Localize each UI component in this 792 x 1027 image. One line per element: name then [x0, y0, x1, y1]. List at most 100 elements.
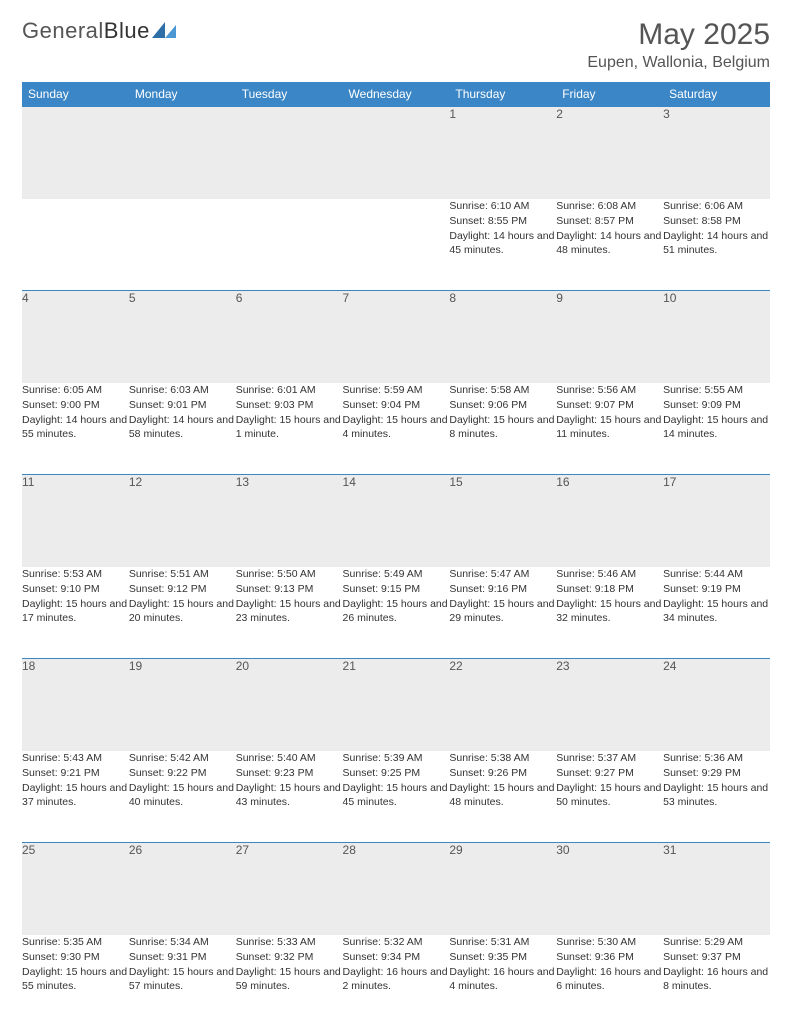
day-number-row: 18192021222324 — [22, 659, 770, 751]
calendar-body: 123Sunrise: 6:10 AMSunset: 8:55 PMDaylig… — [22, 107, 770, 1027]
sunset-text: Sunset: 9:19 PM — [663, 582, 770, 596]
sunset-text: Sunset: 9:36 PM — [556, 950, 663, 964]
day-content-cell: Sunrise: 6:03 AMSunset: 9:01 PMDaylight:… — [129, 383, 236, 475]
sunrise-text: Sunrise: 5:59 AM — [343, 383, 450, 397]
sunrise-text: Sunrise: 5:40 AM — [236, 751, 343, 765]
day-content-cell: Sunrise: 5:56 AMSunset: 9:07 PMDaylight:… — [556, 383, 663, 475]
day-content-row: Sunrise: 5:53 AMSunset: 9:10 PMDaylight:… — [22, 567, 770, 659]
sunrise-text: Sunrise: 5:35 AM — [22, 935, 129, 949]
daylight-text: Daylight: 15 hours and 34 minutes. — [663, 597, 770, 625]
weekday-header: Sunday — [22, 82, 129, 107]
day-content-cell: Sunrise: 5:34 AMSunset: 9:31 PMDaylight:… — [129, 935, 236, 1027]
weekday-header: Tuesday — [236, 82, 343, 107]
day-number-cell: 3 — [663, 107, 770, 199]
day-content-cell: Sunrise: 6:05 AMSunset: 9:00 PMDaylight:… — [22, 383, 129, 475]
sunrise-text: Sunrise: 5:55 AM — [663, 383, 770, 397]
sunrise-text: Sunrise: 5:31 AM — [449, 935, 556, 949]
header: GeneralBlue May 2025 Eupen, Wallonia, Be… — [22, 18, 770, 72]
sunset-text: Sunset: 9:21 PM — [22, 766, 129, 780]
sunset-text: Sunset: 8:55 PM — [449, 214, 556, 228]
day-number-cell: 23 — [556, 659, 663, 751]
day-number-cell: 29 — [449, 843, 556, 935]
sunrise-text: Sunrise: 6:08 AM — [556, 199, 663, 213]
daylight-text: Daylight: 15 hours and 50 minutes. — [556, 781, 663, 809]
day-content-cell — [129, 199, 236, 291]
logo-text: GeneralBlue — [22, 18, 150, 44]
title-block: May 2025 Eupen, Wallonia, Belgium — [587, 18, 770, 72]
sunrise-text: Sunrise: 5:42 AM — [129, 751, 236, 765]
day-content-row: Sunrise: 5:35 AMSunset: 9:30 PMDaylight:… — [22, 935, 770, 1027]
day-content-cell: Sunrise: 5:58 AMSunset: 9:06 PMDaylight:… — [449, 383, 556, 475]
sunset-text: Sunset: 9:29 PM — [663, 766, 770, 780]
day-number-cell: 2 — [556, 107, 663, 199]
sunset-text: Sunset: 9:35 PM — [449, 950, 556, 964]
day-number-cell: 14 — [343, 475, 450, 567]
day-number-cell: 16 — [556, 475, 663, 567]
weekday-header: Saturday — [663, 82, 770, 107]
day-number-cell: 6 — [236, 291, 343, 383]
daylight-text: Daylight: 15 hours and 53 minutes. — [663, 781, 770, 809]
day-number-cell: 9 — [556, 291, 663, 383]
day-number-cell: 26 — [129, 843, 236, 935]
day-number-row: 45678910 — [22, 291, 770, 383]
day-number-cell: 22 — [449, 659, 556, 751]
day-content-cell: Sunrise: 5:37 AMSunset: 9:27 PMDaylight:… — [556, 751, 663, 843]
day-content-cell: Sunrise: 5:47 AMSunset: 9:16 PMDaylight:… — [449, 567, 556, 659]
logo-mark-icon — [152, 20, 178, 43]
sunrise-text: Sunrise: 6:03 AM — [129, 383, 236, 397]
sunrise-text: Sunrise: 5:51 AM — [129, 567, 236, 581]
daylight-text: Daylight: 15 hours and 37 minutes. — [22, 781, 129, 809]
sunrise-text: Sunrise: 5:29 AM — [663, 935, 770, 949]
day-content-cell: Sunrise: 5:50 AMSunset: 9:13 PMDaylight:… — [236, 567, 343, 659]
day-content-cell: Sunrise: 5:55 AMSunset: 9:09 PMDaylight:… — [663, 383, 770, 475]
daylight-text: Daylight: 15 hours and 40 minutes. — [129, 781, 236, 809]
day-content-cell: Sunrise: 5:36 AMSunset: 9:29 PMDaylight:… — [663, 751, 770, 843]
sunset-text: Sunset: 9:10 PM — [22, 582, 129, 596]
day-number-cell: 20 — [236, 659, 343, 751]
day-content-cell — [236, 199, 343, 291]
daylight-text: Daylight: 15 hours and 14 minutes. — [663, 413, 770, 441]
day-number-cell: 8 — [449, 291, 556, 383]
day-number-cell — [343, 107, 450, 199]
daylight-text: Daylight: 15 hours and 57 minutes. — [129, 965, 236, 993]
day-number-cell: 30 — [556, 843, 663, 935]
sunrise-text: Sunrise: 5:32 AM — [343, 935, 450, 949]
daylight-text: Daylight: 15 hours and 29 minutes. — [449, 597, 556, 625]
weekday-header: Monday — [129, 82, 236, 107]
weekday-header: Wednesday — [343, 82, 450, 107]
day-number-cell — [236, 107, 343, 199]
day-number-cell: 13 — [236, 475, 343, 567]
daylight-text: Daylight: 15 hours and 43 minutes. — [236, 781, 343, 809]
daylight-text: Daylight: 15 hours and 17 minutes. — [22, 597, 129, 625]
day-number-cell: 17 — [663, 475, 770, 567]
weekday-header: Thursday — [449, 82, 556, 107]
daylight-text: Daylight: 16 hours and 8 minutes. — [663, 965, 770, 993]
day-number-cell: 12 — [129, 475, 236, 567]
day-number-row: 123 — [22, 107, 770, 199]
day-content-row: Sunrise: 6:10 AMSunset: 8:55 PMDaylight:… — [22, 199, 770, 291]
daylight-text: Daylight: 16 hours and 4 minutes. — [449, 965, 556, 993]
sunset-text: Sunset: 8:58 PM — [663, 214, 770, 228]
weekday-header-row: SundayMondayTuesdayWednesdayThursdayFrid… — [22, 82, 770, 107]
day-content-cell: Sunrise: 5:59 AMSunset: 9:04 PMDaylight:… — [343, 383, 450, 475]
sunset-text: Sunset: 9:34 PM — [343, 950, 450, 964]
daylight-text: Daylight: 15 hours and 48 minutes. — [449, 781, 556, 809]
sunset-text: Sunset: 9:16 PM — [449, 582, 556, 596]
sunrise-text: Sunrise: 5:36 AM — [663, 751, 770, 765]
sunrise-text: Sunrise: 5:53 AM — [22, 567, 129, 581]
day-content-cell: Sunrise: 5:33 AMSunset: 9:32 PMDaylight:… — [236, 935, 343, 1027]
day-number-cell: 5 — [129, 291, 236, 383]
day-content-cell: Sunrise: 5:35 AMSunset: 9:30 PMDaylight:… — [22, 935, 129, 1027]
sunset-text: Sunset: 9:25 PM — [343, 766, 450, 780]
sunrise-text: Sunrise: 5:30 AM — [556, 935, 663, 949]
sunset-text: Sunset: 9:07 PM — [556, 398, 663, 412]
daylight-text: Daylight: 16 hours and 2 minutes. — [343, 965, 450, 993]
sunrise-text: Sunrise: 5:56 AM — [556, 383, 663, 397]
day-number-cell — [22, 107, 129, 199]
sunrise-text: Sunrise: 5:49 AM — [343, 567, 450, 581]
sunrise-text: Sunrise: 5:37 AM — [556, 751, 663, 765]
day-number-cell: 7 — [343, 291, 450, 383]
day-number-cell: 18 — [22, 659, 129, 751]
sunset-text: Sunset: 9:37 PM — [663, 950, 770, 964]
weekday-header: Friday — [556, 82, 663, 107]
